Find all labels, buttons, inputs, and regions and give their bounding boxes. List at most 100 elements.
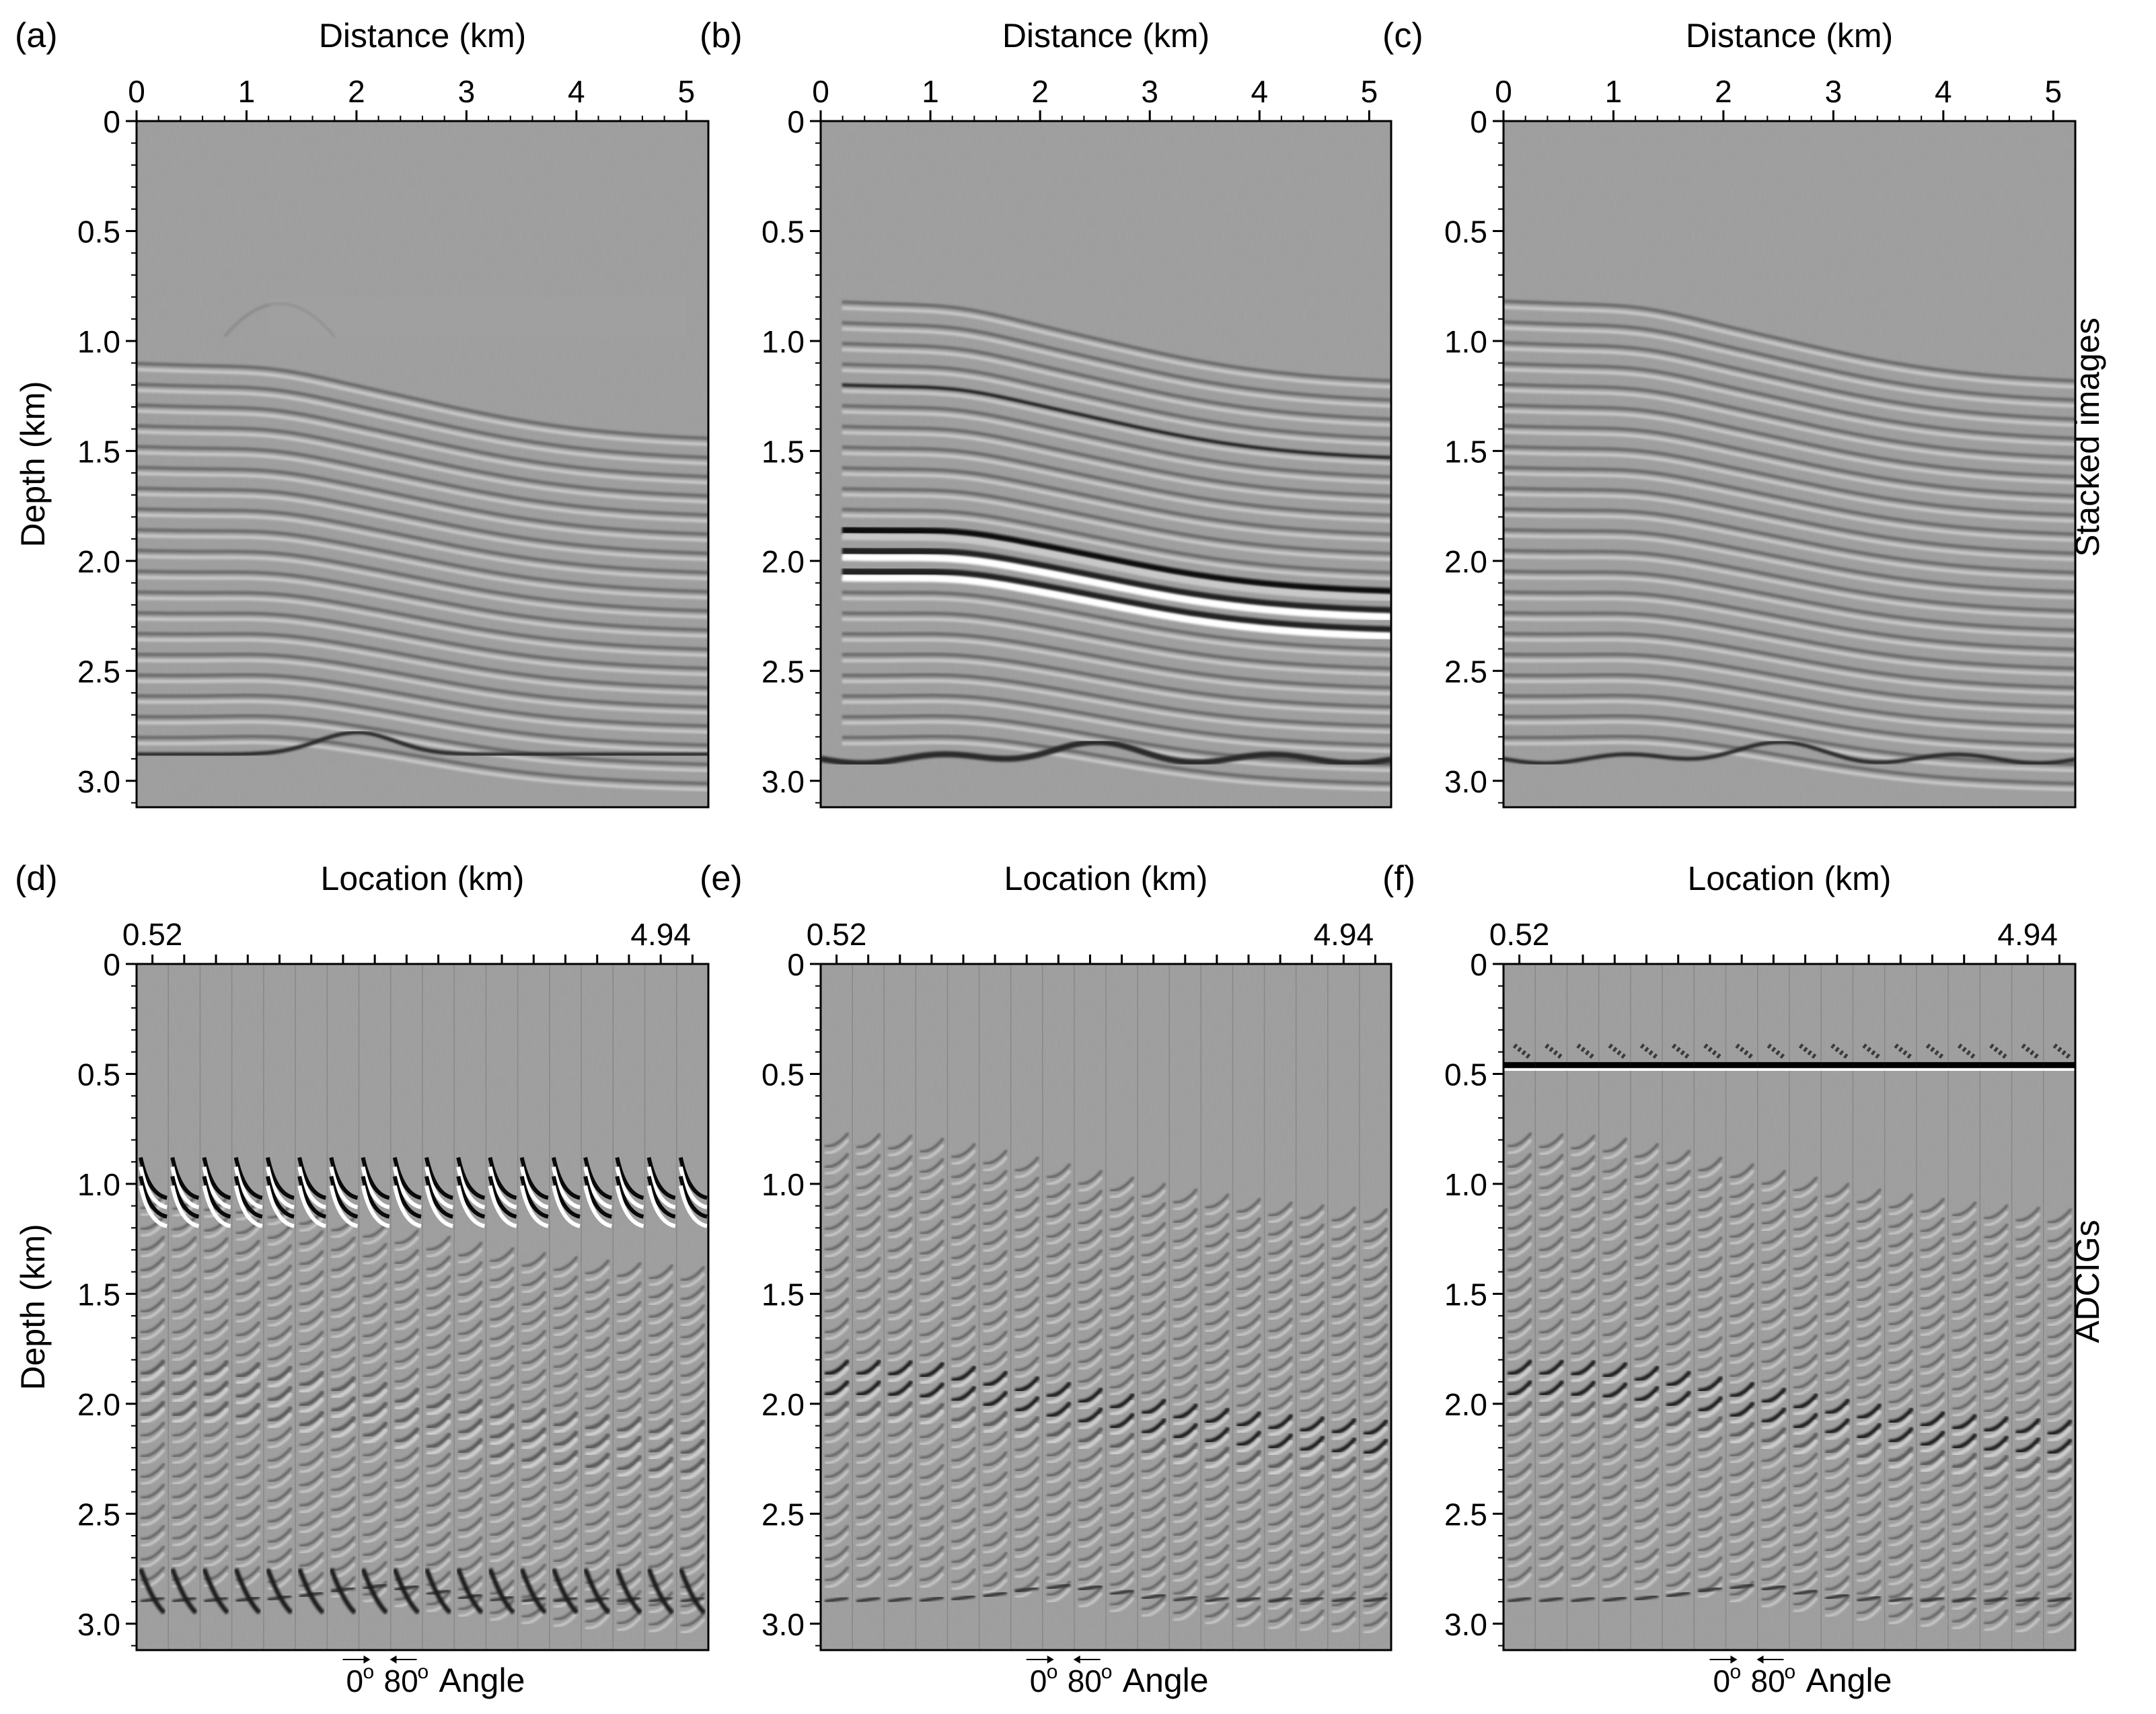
seismic-image [821,964,1391,1650]
y-tick-label: 1.5 [1444,434,1487,469]
x-tick-label: 1 [238,74,256,109]
y-tick-label: 0 [1470,104,1487,139]
y-tick-label: 0 [1470,947,1487,982]
y-tick-label: 1.0 [77,1167,120,1202]
x-tick-label: 4.94 [1314,917,1374,952]
y-tick-label: 2.0 [761,1387,805,1422]
y-tick-label: 2.0 [1444,544,1487,579]
angle-end: 80 [384,1664,418,1699]
x-tick-label: 5 [1361,74,1378,109]
x-tick-label: 0 [1495,74,1512,109]
x-tick-label: 0.52 [807,917,867,952]
panel-label: (c) [1382,16,1423,55]
y-tick-label: 0.5 [77,214,120,249]
panel-c: (c) Distance (km) 0 0.5 1.0 1.5 2.0 2.5 3.0 0 1 2 3 4… [1382,16,2077,809]
y-tick-label: 1.5 [1444,1277,1487,1312]
y-tick-label: 0 [787,947,805,982]
x-tick-label: 0 [128,74,145,109]
y-tick-label: 2.0 [761,544,805,579]
y-tick-label: 0.5 [761,1057,805,1092]
angle-annotation: 0 o 80o Angle [1026,1655,1209,1699]
panel-a: (a) Distance (km) 0 0.5 1.0 1.5 2.0 2.5 3.0 Depth… [14,16,710,809]
y-tick-label: 2.5 [1444,654,1487,689]
y-tick-label: 2.0 [77,1387,120,1422]
angle-annotation: 0 o 80o Angle [342,1655,525,1699]
y-tick-label: 0.5 [761,214,805,249]
x-tick-label: 5 [678,74,696,109]
x-tick-label: 4.94 [630,917,691,952]
panels: (a) Distance (km) 0 0.5 1.0 1.5 2.0 2.5 3.0 Depth… [14,16,2077,1699]
seismic-image [1503,121,2075,807]
y-tick-label: 3.0 [761,1607,805,1642]
y-tick-label: 1.5 [77,434,120,469]
y-axis-label: Depth (km) [14,381,52,547]
seismic-image [821,121,1391,807]
seismic-image [1503,964,2075,1650]
y-tick-label: 0.5 [1444,214,1487,249]
panel-label: (f) [1382,859,1415,898]
row-label-adcigs: ADCIGs [2069,1220,2106,1343]
panel-label: (e) [700,859,743,898]
y-tick-label: 3.0 [77,1607,120,1642]
arrowhead-icon [1073,1655,1080,1664]
x-axis-label: Location (km) [1004,860,1208,897]
degree-sign: o [418,1661,429,1683]
angle-start: 0 [346,1664,364,1699]
y-tick-label: 2.0 [77,544,120,579]
x-tick-label: 2 [1715,74,1732,109]
x-tick-label: 1 [1605,74,1623,109]
plot-frame [819,963,1392,1651]
x-tick-label: 3 [458,74,476,109]
degree-sign: o [1785,1661,1796,1683]
panel-label: (a) [15,16,58,55]
arrowhead-icon [1730,1655,1738,1664]
plot-frame [135,963,710,1651]
degree-sign: o [1101,1661,1113,1683]
y-tick-label: 0 [103,947,120,982]
x-tick-label: 4.94 [1997,917,2058,952]
plot-frame [1502,963,2077,1651]
y-tick-label: 2.5 [761,654,805,689]
angle-label: Angle [1123,1662,1209,1699]
angle-end: 80 [1068,1664,1102,1699]
y-tick-label: 1.0 [77,324,120,359]
x-axis-label: Distance (km) [319,17,526,54]
x-tick-label: 0 [812,74,829,109]
x-axis-label: Location (km) [1688,860,1892,897]
y-tick-label: 3.0 [77,764,120,799]
panel-b: (b) Distance (km) 0 0.5 1.0 1.5 2.0 2.5 3.0 0 1 2 3 4… [700,16,1392,809]
y-tick-label: 3.0 [1444,1607,1487,1642]
panel-f: (f) Location (km) 0 0.5 1.0 1.5 2.0 2.5 3.0 0.52 4… [1382,859,2077,1699]
y-tick-label: 3.0 [1444,764,1487,799]
arrowhead-icon [363,1655,371,1664]
x-axis-label: Location (km) [321,860,525,897]
angle-annotation: 0 o 80o Angle [1709,1655,1892,1699]
y-tick-label: 2.0 [1444,1387,1487,1422]
seismic-image [137,121,708,807]
y-tick-label: 0.5 [77,1057,120,1092]
x-tick-label: 3 [1825,74,1843,109]
y-tick-label: 0 [103,104,120,139]
y-tick-label: 2.5 [1444,1497,1487,1532]
arrowhead-icon [389,1655,397,1664]
seismic-image [137,964,708,1650]
panel-d: (d) Location (km) 0 0.5 1.0 1.5 2.0 2.5 3.0 Depth… [14,859,710,1699]
y-tick-label: 1.0 [1444,324,1487,359]
degree-sign: o [1047,1661,1058,1683]
panel-label: (d) [15,859,58,898]
arrowhead-icon [1047,1655,1054,1664]
y-tick-label: 1.0 [1444,1167,1487,1202]
y-tick-label: 1.5 [761,434,805,469]
x-tick-label: 4 [568,74,585,109]
x-tick-label: 0.52 [1489,917,1550,952]
degree-sign: o [363,1661,375,1683]
y-tick-label: 2.5 [761,1497,805,1532]
x-tick-label: 2 [1031,74,1049,109]
y-tick-label: 0 [787,104,805,139]
x-tick-label: 3 [1141,74,1158,109]
angle-start: 0 [1030,1664,1047,1699]
x-tick-label: 2 [348,74,365,109]
y-tick-label: 1.5 [761,1277,805,1312]
x-tick-label: 4 [1251,74,1269,109]
